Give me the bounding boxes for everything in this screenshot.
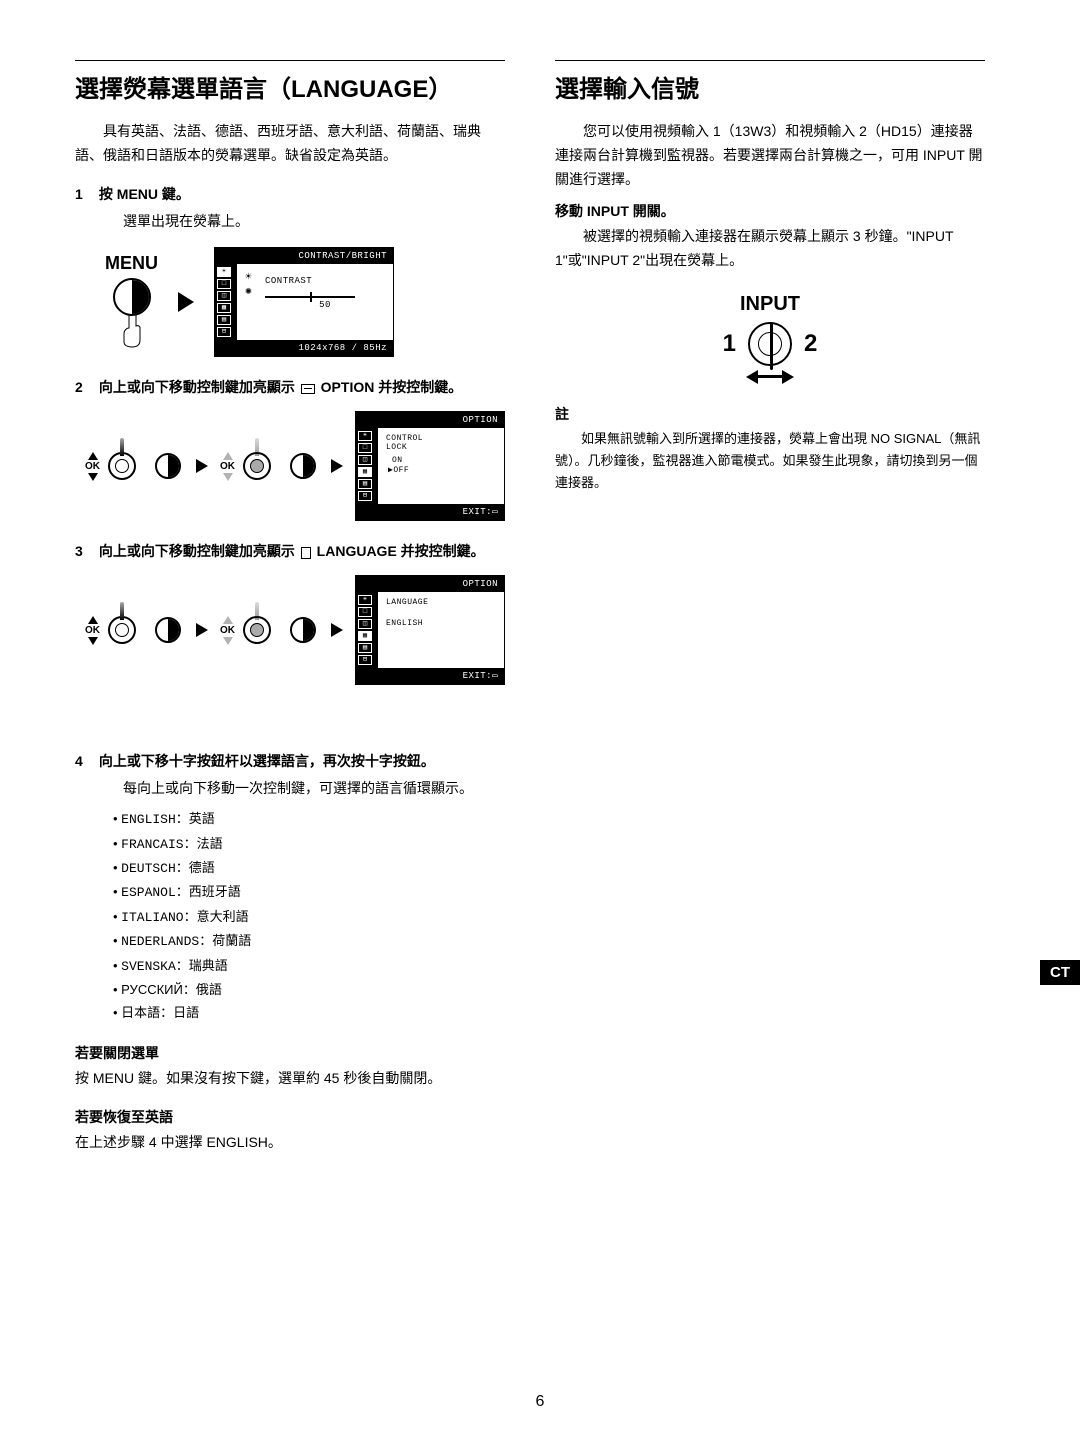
input-label: INPUT (555, 293, 985, 316)
lang-item: ESPANOL：西班牙語 (113, 880, 505, 904)
brightness-icon: ☀ (245, 272, 252, 284)
note-heading: 註 (555, 404, 985, 424)
left-intro: 具有英語、法語、德語、西班牙語、意大利語、荷蘭語、瑞典語、俄語和日語版本的熒幕選… (75, 120, 505, 168)
osd-option-language: OPTION ☀□◫▦▤⊟ LANGUAGE ENGLISH EXIT:▭ (355, 575, 505, 685)
lang-item: ENGLISH：英語 (113, 807, 505, 831)
arrow-right-icon (178, 292, 194, 312)
arrow-right-icon (331, 459, 343, 473)
arrow-right-icon (196, 623, 208, 637)
lang-item: ITALIANO：意大利語 (113, 905, 505, 929)
right-intro: 您可以使用視頻輸入 1（13W3）和視頻輸入 2（HD15）連接器連接兩台計算機… (555, 120, 985, 191)
press-icon (155, 453, 181, 479)
double-arrow-icon (555, 370, 985, 384)
press-icon (290, 453, 316, 479)
input-2-label: 2 (804, 330, 817, 358)
left-column: 選擇熒幕選單語言（LANGUAGE） 具有英語、法語、德語、西班牙語、意大利語、… (75, 60, 505, 1153)
lang-item: РУССКИЙ：俄語 (113, 978, 505, 1001)
lang-item: NEDERLANDS：荷蘭語 (113, 929, 505, 953)
right-title: 選擇輸入信號 (555, 69, 985, 104)
close-text: 按 MENU 鍵。如果沒有按下鍵，選單約 45 秒後自動關閉。 (75, 1067, 505, 1089)
restore-text: 在上述步驟 4 中選擇 ENGLISH。 (75, 1131, 505, 1153)
lang-item: DEUTSCH：德語 (113, 856, 505, 880)
step-3: 3 向上或向下移動控制鍵加亮顯示 LANGUAGE 并按控制鍵。 (75, 541, 505, 561)
diagram-step3: OK OK (85, 575, 505, 685)
lang-item: 日本語：日語 (113, 1001, 505, 1024)
joystick-vert: OK (85, 452, 140, 481)
ct-tab: CT (1040, 960, 1080, 985)
lang-item: SVENSKA：瑞典語 (113, 954, 505, 978)
osd-sidebar: ☀□◫▦▤⊟ (215, 264, 237, 340)
left-title: 選擇熒幕選單語言（LANGUAGE） (75, 69, 505, 104)
step-4-desc: 每向上或向下移動一次控制鍵，可選擇的語言循環顯示。 (95, 777, 505, 801)
step-1: 1 按 MENU 鍵。 (75, 184, 505, 204)
step-4: 4 向上或下移十字按鈕杆以選擇語言，再次按十字按鈕。 (75, 751, 505, 771)
page-number: 6 (0, 1393, 1080, 1411)
move-input-text: 被選擇的視頻輸入連接器在顯示熒幕上顯示 3 秒鐘。"INPUT 1"或"INPU… (555, 225, 985, 273)
arrow-right-icon (196, 459, 208, 473)
input-switch-diagram: INPUT 1 2 (555, 293, 985, 384)
lang-item: FRANCAIS：法語 (113, 832, 505, 856)
note-text: 如果無訊號輸入到所選擇的連接器，熒幕上會出現 NO SIGNAL（無訊號）。几秒… (555, 428, 985, 494)
language-list: ENGLISH：英語 FRANCAIS：法語 DEUTSCH：德語 ESPANO… (113, 807, 505, 1025)
right-column: 選擇輸入信號 您可以使用視頻輸入 1（13W3）和視頻輸入 2（HD15）連接器… (555, 60, 985, 1153)
step-2: 2 向上或向下移動控制鍵加亮顯示 OPTION 并按控制鍵。 (75, 377, 505, 397)
input-1-label: 1 (723, 330, 736, 358)
menu-button-icon (113, 278, 151, 316)
joystick-press: OK (220, 452, 275, 481)
close-heading: 若要關閉選單 (75, 1043, 505, 1063)
option-icon (301, 384, 315, 394)
press-icon (155, 617, 181, 643)
osd-option-lock: OPTION ☀□◫▦▤⊟ CONTROL LOCK ON ▶OFF EXIT:… (355, 411, 505, 521)
menu-label: MENU (105, 253, 158, 274)
arrow-right-icon (331, 623, 343, 637)
step-1-desc: 選單出現在熒幕上。 (95, 210, 505, 234)
move-input-heading: 移動 INPUT 開關。 (555, 201, 985, 221)
restore-heading: 若要恢復至英語 (75, 1107, 505, 1127)
diagram-menu: MENU CONTRAST/BRIGHT ☀□◫▦▤⊟ ☀✺ CONTRAST (105, 247, 505, 357)
sun-icon: ✺ (245, 286, 252, 298)
osd-contrast: CONTRAST/BRIGHT ☀□◫▦▤⊟ ☀✺ CONTRAST 50 (214, 247, 394, 357)
diagram-step2: OK OK (85, 411, 505, 521)
input-switch-icon (748, 322, 792, 366)
joystick-vert: OK (85, 616, 140, 645)
menu-button-illustration: MENU (105, 253, 158, 351)
press-icon (290, 617, 316, 643)
language-icon (301, 547, 311, 559)
joystick-press: OK (220, 616, 275, 645)
